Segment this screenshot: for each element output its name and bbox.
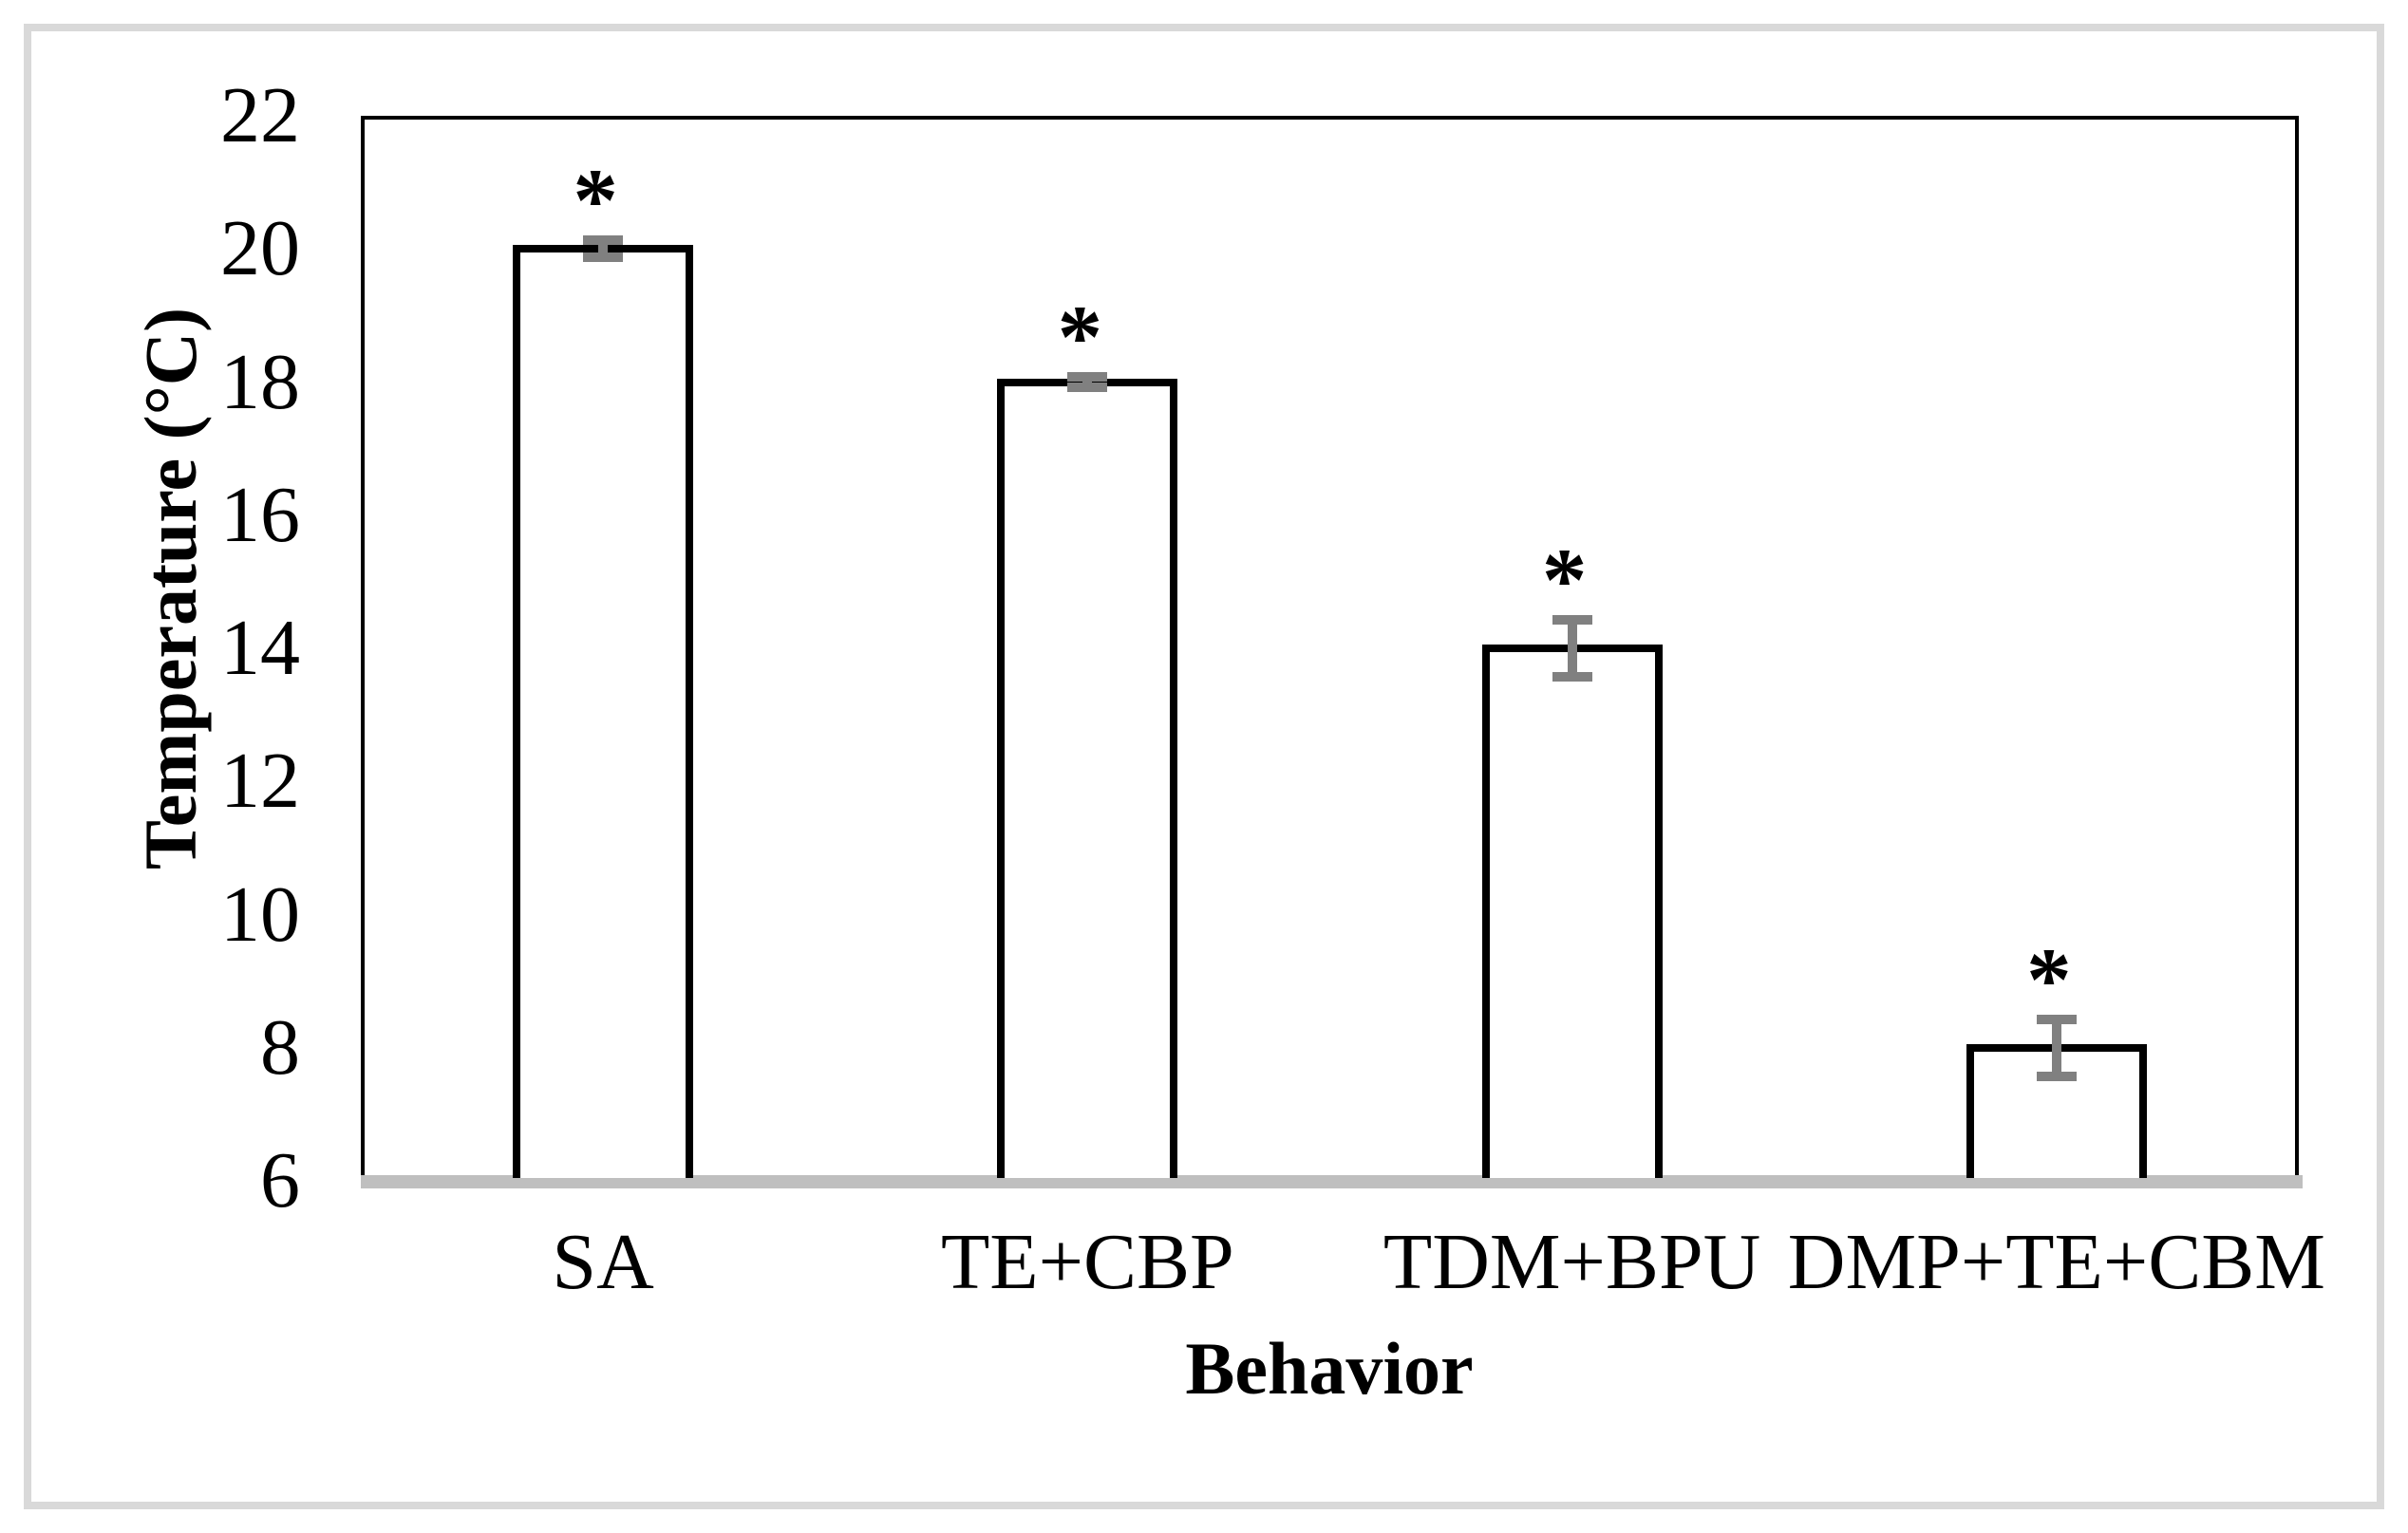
x-category-label-DMP+TE+CBM: DMP+TE+CBM	[1787, 1218, 2325, 1306]
bar-TE+CBP	[997, 378, 1178, 1178]
error-bar-cap-bottom-DMP+TE+CBM	[2036, 1071, 2077, 1081]
significance-asterisk-TE+CBP: *	[1057, 286, 1103, 387]
error-bar-line-TDM+BPU	[1567, 614, 1577, 682]
significance-asterisk-TDM+BPU: *	[1541, 529, 1588, 630]
y-tick-label-22: 22	[220, 71, 300, 159]
y-tick-label-20: 20	[220, 204, 300, 293]
x-category-label-TDM+BPU: TDM+BPU	[1383, 1218, 1761, 1306]
bar-TDM+BPU	[1481, 645, 1663, 1178]
significance-asterisk-SA: *	[573, 150, 618, 252]
x-category-label-SA: SA	[552, 1218, 654, 1306]
error-bar-cap-bottom-SA	[583, 252, 624, 263]
error-bar-line-TE+CBP	[1082, 371, 1093, 392]
y-tick-label-14: 14	[220, 604, 300, 692]
y-tick-label-16: 16	[220, 470, 300, 559]
y-tick-label-8: 8	[260, 1002, 300, 1092]
error-bar-cap-bottom-TE+CBP	[1067, 383, 1108, 393]
x-axis-line	[361, 1175, 2303, 1188]
error-bar-line-DMP+TE+CBM	[2051, 1014, 2061, 1081]
y-tick-label-12: 12	[220, 737, 300, 826]
error-bar-cap-top-TDM+BPU	[1552, 614, 1592, 625]
error-bar-cap-bottom-TDM+BPU	[1552, 672, 1592, 682]
y-axis-title: Temperature (°C)	[129, 307, 212, 870]
error-bar-line-SA	[598, 235, 609, 263]
y-tick-label-10: 10	[220, 869, 300, 959]
chart-outer-frame	[24, 24, 2384, 1509]
x-category-label-TE+CBP: TE+CBP	[940, 1218, 1234, 1306]
error-bar-cap-top-TE+CBP	[1067, 371, 1108, 382]
bar-SA	[513, 245, 694, 1178]
x-axis-title: Behavior	[1185, 1327, 1474, 1410]
error-bar-cap-top-SA	[583, 235, 624, 246]
significance-asterisk-DMP+TE+CBM: *	[2026, 928, 2072, 1030]
error-bar-cap-top-DMP+TE+CBM	[2036, 1014, 2077, 1024]
y-tick-label-18: 18	[220, 337, 300, 426]
y-tick-label-6: 6	[260, 1136, 300, 1225]
